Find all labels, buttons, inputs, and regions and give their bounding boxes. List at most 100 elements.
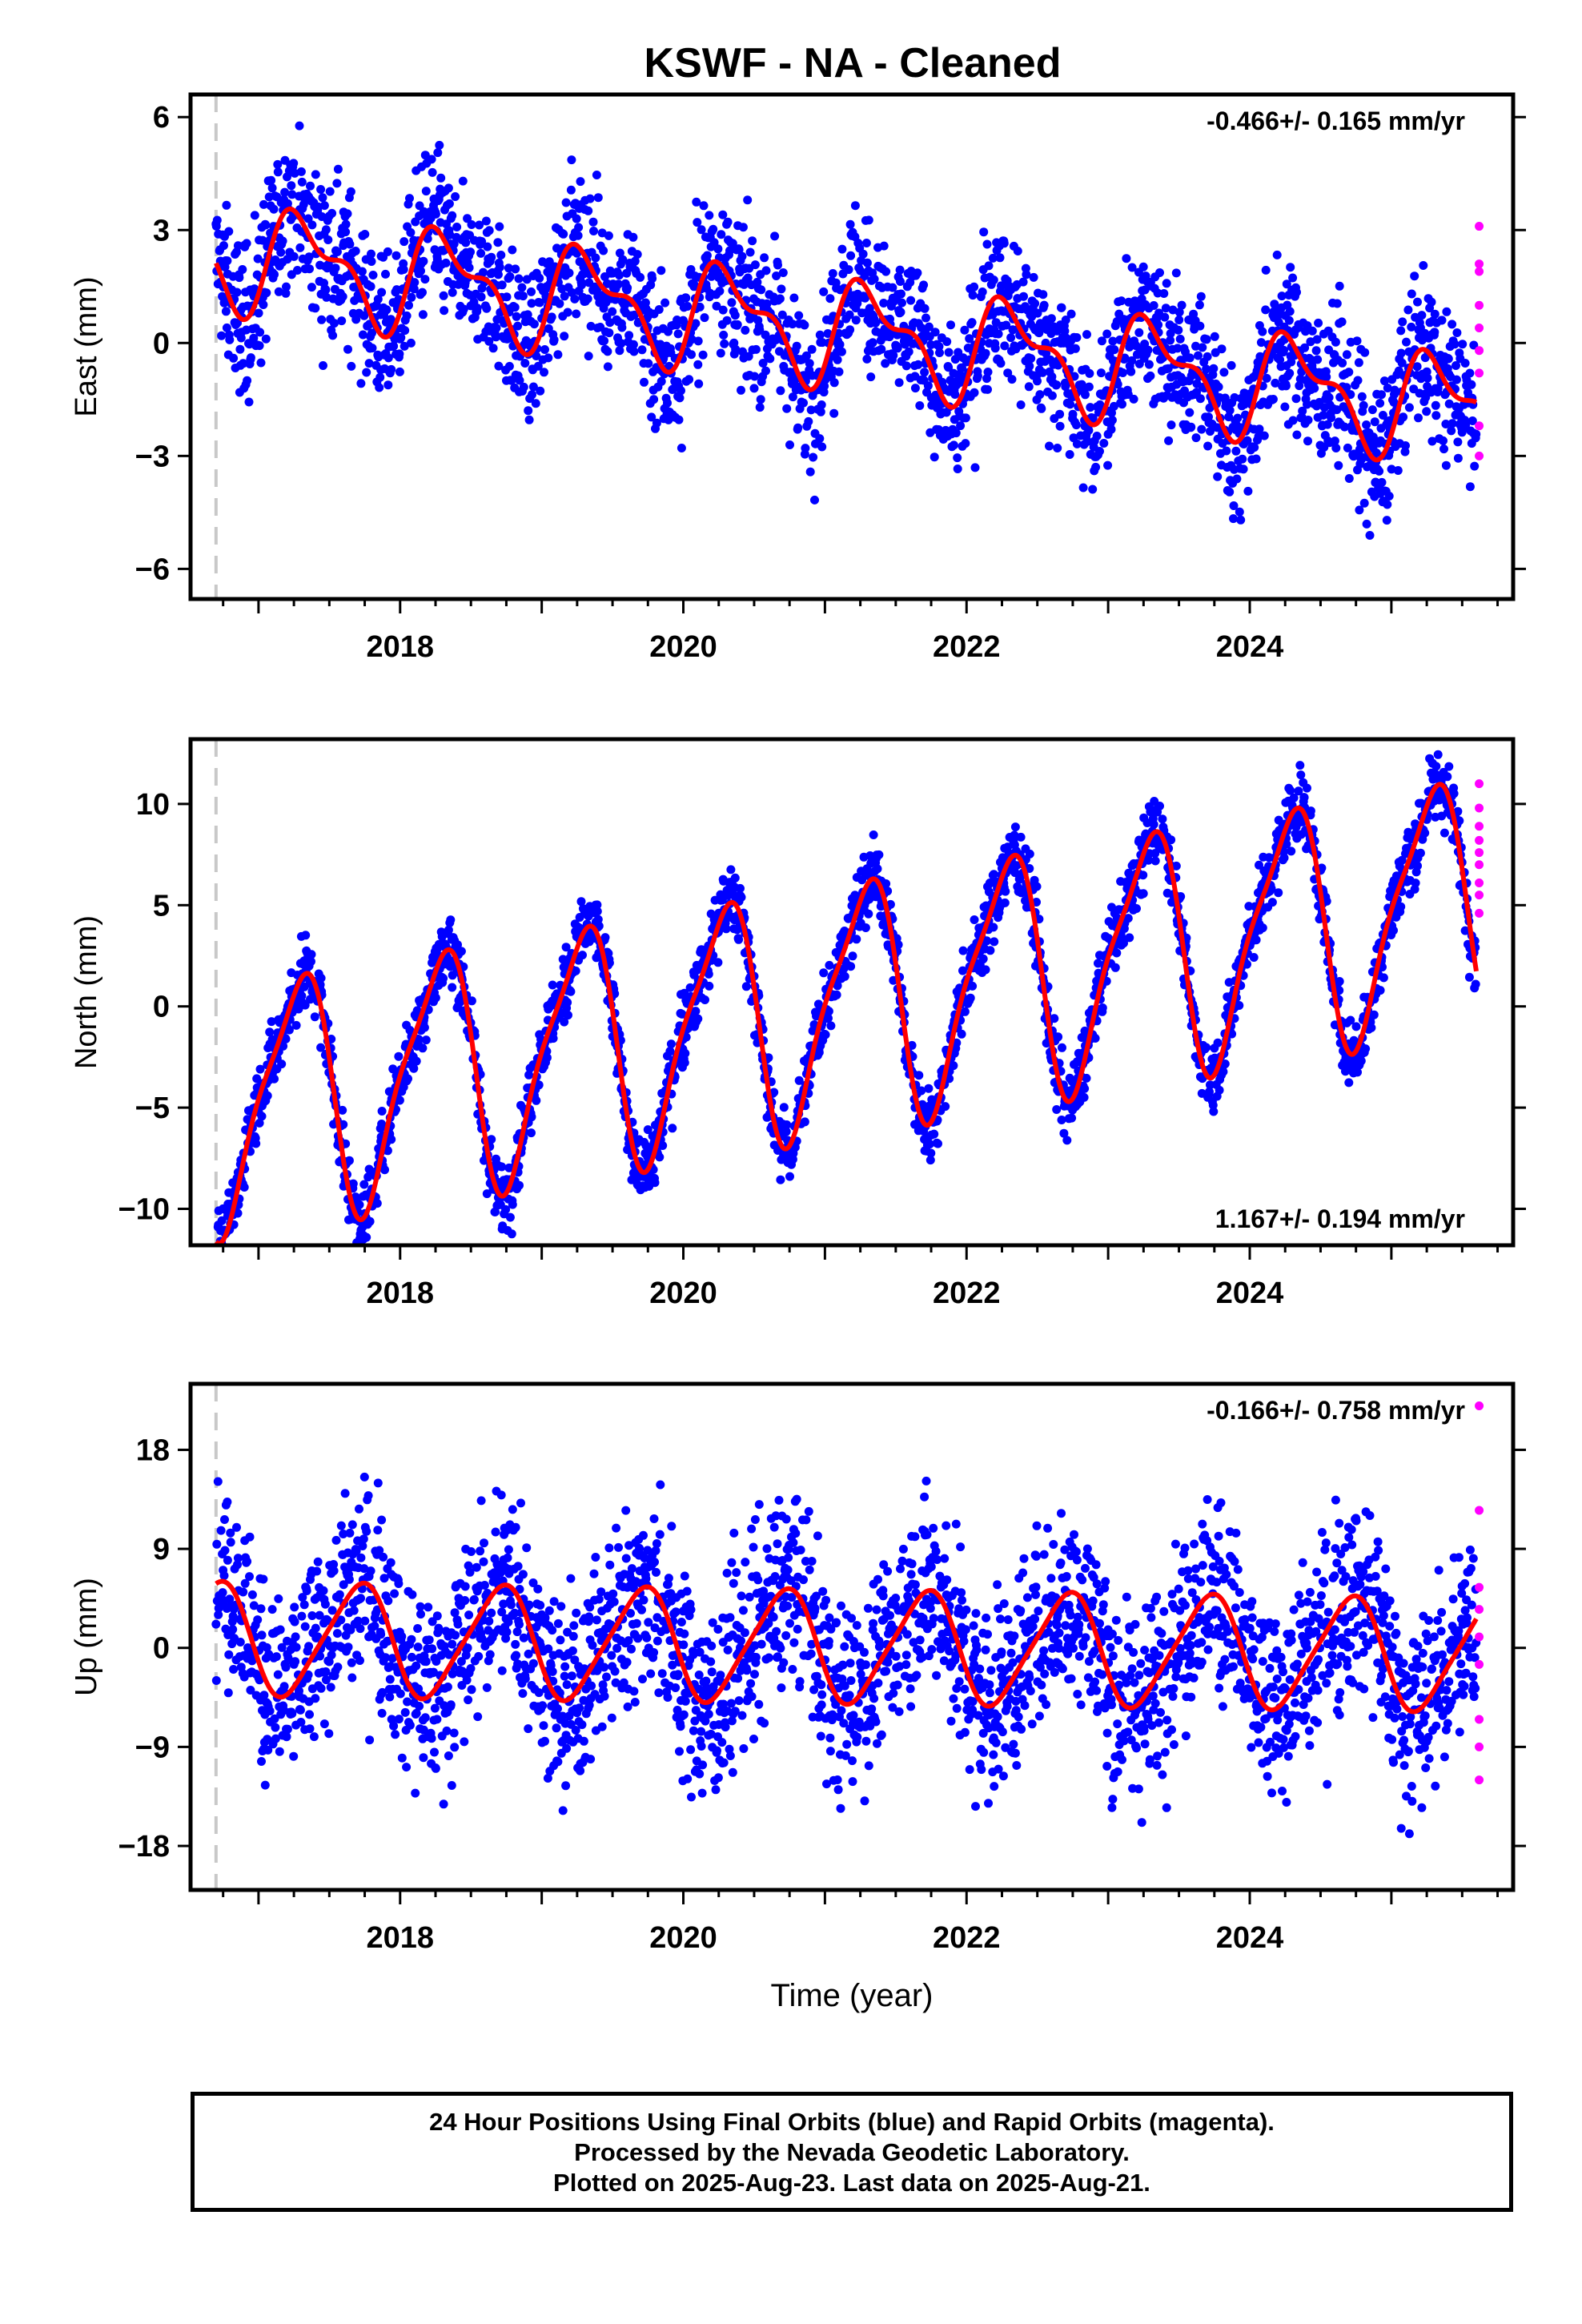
data-point — [1251, 935, 1261, 945]
data-point — [942, 337, 952, 347]
data-point — [1470, 461, 1480, 471]
data-point — [404, 1074, 412, 1084]
data-point — [252, 1074, 262, 1084]
data-point — [718, 210, 728, 219]
data-point — [347, 361, 356, 371]
data-point — [1261, 265, 1271, 275]
data-point — [406, 227, 416, 237]
data-point — [319, 361, 327, 370]
data-point — [1010, 822, 1020, 832]
data-point — [1202, 364, 1211, 374]
data-point — [745, 247, 755, 257]
data-point — [1279, 345, 1288, 355]
data-point — [794, 1076, 804, 1085]
data-point — [819, 287, 829, 296]
data-point — [869, 830, 878, 839]
data-point — [1359, 498, 1369, 508]
data-point — [1000, 898, 1010, 907]
data-point — [467, 220, 476, 229]
data-point — [1208, 1100, 1218, 1110]
data-point — [1249, 953, 1259, 962]
data-point — [467, 996, 476, 1006]
data-point — [360, 230, 370, 239]
data-point — [412, 1006, 422, 1015]
data-point — [1313, 355, 1323, 364]
data-point — [303, 214, 313, 223]
data-point — [1068, 409, 1078, 419]
data-point — [741, 982, 751, 991]
data-point — [1251, 454, 1261, 464]
data-point — [290, 168, 299, 178]
data-point — [238, 265, 247, 274]
data-point — [261, 334, 271, 344]
data-point — [866, 372, 876, 382]
data-point — [946, 320, 955, 330]
data-point — [1126, 367, 1136, 376]
data-point — [307, 950, 316, 959]
data-point — [1417, 311, 1427, 320]
data-point — [222, 323, 231, 332]
data-point — [709, 224, 718, 234]
data-point — [824, 1013, 833, 1023]
data-point — [1205, 1087, 1214, 1096]
data-point — [380, 1165, 389, 1175]
data-point — [1453, 437, 1463, 447]
data-point — [337, 316, 347, 326]
data-point — [338, 1105, 347, 1115]
data-point — [983, 368, 993, 376]
data-point — [1119, 939, 1128, 948]
data-point — [720, 339, 729, 348]
data-point — [348, 1179, 358, 1188]
data-point — [1233, 413, 1243, 423]
data-point — [734, 245, 744, 255]
data-point — [1327, 413, 1336, 423]
data-point — [1332, 299, 1342, 308]
data-point — [217, 1258, 226, 1267]
data-point — [497, 280, 507, 290]
data-point — [805, 467, 815, 476]
data-point — [409, 284, 419, 294]
data-point — [511, 264, 520, 274]
data-point — [300, 1000, 310, 1010]
data-point — [748, 236, 757, 246]
data-point — [574, 223, 584, 232]
data-point — [758, 359, 768, 368]
data-point — [989, 923, 998, 932]
rapid-point — [1475, 346, 1484, 356]
data-point — [279, 1041, 288, 1051]
data-point — [850, 201, 860, 211]
data-point — [254, 308, 263, 318]
data-point — [383, 247, 392, 256]
data-point — [968, 291, 978, 300]
data-point — [466, 247, 475, 257]
data-point — [845, 310, 854, 320]
data-point — [448, 211, 457, 220]
data-point — [1331, 444, 1341, 452]
data-point — [736, 883, 745, 893]
data-point — [1185, 408, 1195, 417]
data-point — [1054, 1032, 1063, 1042]
data-point — [387, 1135, 396, 1144]
data-point — [1437, 316, 1447, 325]
data-point — [982, 936, 991, 946]
data-point — [1090, 1034, 1100, 1043]
data-point — [614, 279, 623, 289]
data-point — [873, 864, 882, 874]
data-point — [367, 344, 377, 353]
data-point — [561, 943, 571, 952]
data-point — [1235, 507, 1244, 517]
data-point — [510, 303, 520, 312]
data-point — [497, 1162, 507, 1172]
data-point — [1396, 326, 1406, 336]
data-point — [484, 336, 494, 346]
data-point — [1025, 361, 1034, 371]
data-point — [307, 220, 317, 230]
data-point — [1118, 368, 1127, 377]
data-point — [258, 235, 267, 245]
data-point — [1086, 403, 1095, 412]
data-point — [566, 185, 576, 195]
data-point — [603, 362, 612, 372]
data-point — [542, 1053, 552, 1063]
data-point — [760, 253, 769, 263]
data-point — [829, 408, 839, 418]
